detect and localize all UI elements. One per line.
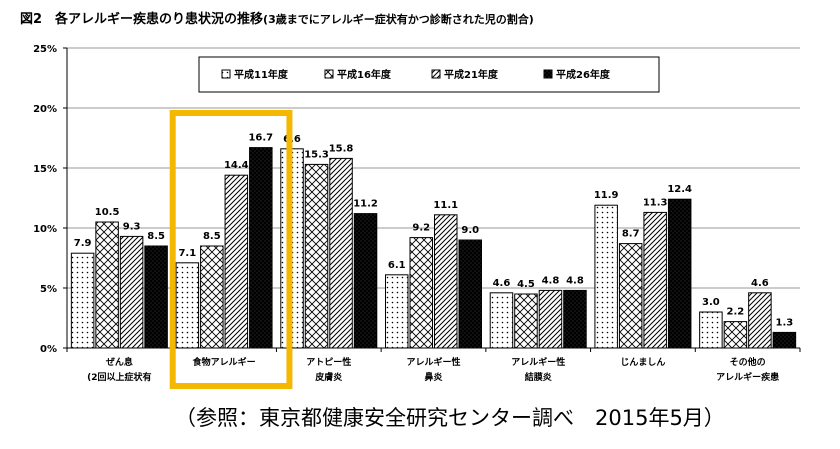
legend-box xyxy=(198,56,660,93)
bar-平成21年度-1 xyxy=(224,174,249,349)
value-label: 15.3 xyxy=(304,149,329,160)
value-label: 11.9 xyxy=(594,190,619,201)
value-label: 4.8 xyxy=(566,275,584,286)
category-label: 食物アレルギー xyxy=(192,356,256,368)
value-label: 11.1 xyxy=(433,200,458,211)
chart-title-main: 図2 各アレルギー疾患のり患状況の推移 xyxy=(20,12,264,27)
legend-swatch xyxy=(221,69,231,79)
value-label: 4.5 xyxy=(517,279,535,290)
chart-title: 図2 各アレルギー疾患のり患状況の推移(3歳までにアレルギー症状有かつ診断された… xyxy=(20,8,534,27)
value-label: 12.4 xyxy=(667,184,692,195)
value-label: 15.8 xyxy=(329,143,354,154)
y-tick-label: 15% xyxy=(33,164,57,175)
category-label: ぜん息 xyxy=(106,356,133,368)
y-tick-label: 0% xyxy=(40,344,57,355)
value-label: 9.2 xyxy=(412,223,430,234)
category-label: 結膜炎 xyxy=(525,371,552,383)
value-label: 16.7 xyxy=(248,133,273,144)
source-note: （参照：東京都健康安全研究センター調べ 2015年5月） xyxy=(175,406,725,430)
value-label: 1.3 xyxy=(776,317,794,328)
value-label: 3.0 xyxy=(702,297,720,308)
bar-平成11年度-3 xyxy=(385,274,409,349)
category-label: 皮膚炎 xyxy=(314,371,342,383)
legend-label: 平成11年度 xyxy=(234,68,289,81)
bar-平成26年度-2 xyxy=(353,213,378,349)
category-label: じんましん xyxy=(620,357,665,368)
y-tick-label: 25% xyxy=(33,44,57,55)
legend-label: 平成26年度 xyxy=(556,68,611,81)
category-label: アレルギー性 xyxy=(511,356,565,368)
y-tick-label: 20% xyxy=(33,104,57,115)
bar-平成21年度-2 xyxy=(329,157,353,349)
bar-平成16年度-1 xyxy=(200,245,224,349)
value-label: 4.6 xyxy=(493,278,511,289)
category-label: アレルギー性 xyxy=(406,356,460,368)
bar-平成16年度-0 xyxy=(95,221,119,349)
category-label: アトピー性 xyxy=(306,356,351,368)
value-label: 2.2 xyxy=(727,307,745,318)
bar-平成26年度-4 xyxy=(563,289,587,349)
bar-平成26年度-3 xyxy=(458,239,482,349)
bar-平成11年度-5 xyxy=(594,204,618,349)
bar-平成16年度-6 xyxy=(723,321,748,349)
value-label: 8.7 xyxy=(622,229,640,240)
category-label: (2回以上症状有 xyxy=(87,371,151,383)
value-label: 9.0 xyxy=(461,225,479,236)
y-tick-label: 10% xyxy=(33,224,57,235)
value-label: 7.1 xyxy=(178,248,196,259)
bar-平成26年度-0 xyxy=(144,245,168,349)
value-label: 11.2 xyxy=(353,199,378,210)
category-label: アレルギー疾患 xyxy=(716,371,779,383)
value-label: 7.9 xyxy=(74,238,92,249)
legend-swatch xyxy=(543,69,553,79)
legend-swatch xyxy=(324,69,334,79)
bar-平成26年度-1 xyxy=(249,147,273,349)
bar-平成26年度-6 xyxy=(772,331,797,349)
bar-平成11年度-1 xyxy=(175,262,200,349)
legend: 平成11年度 平成16年度 平成21年度 平成26年度 xyxy=(198,56,660,93)
value-label: 14.4 xyxy=(224,160,249,171)
bar-平成11年度-0 xyxy=(70,252,95,349)
legend-swatch xyxy=(431,69,441,79)
value-label: 9.3 xyxy=(123,221,141,232)
bar-平成16年度-2 xyxy=(304,163,329,349)
bar-平成26年度-5 xyxy=(667,198,692,349)
value-label: 8.5 xyxy=(147,231,165,242)
legend-label: 平成16年度 xyxy=(337,68,392,81)
bar-平成21年度-6 xyxy=(748,292,772,349)
bar-chart: 0%5%10%15%20%25% 7.97.16.66.14.611.93.01… xyxy=(33,44,801,389)
category-label: 鼻炎 xyxy=(424,371,442,383)
legend-label: 平成21年度 xyxy=(444,68,499,81)
bar-平成21年度-4 xyxy=(538,289,563,349)
value-label: 10.5 xyxy=(95,207,120,218)
y-axis-ticks: 0% 5% 10% 15% 20% 25% xyxy=(33,44,67,355)
chart-title-sub: (3歳までにアレルギー症状有かつ診断された児の割合) xyxy=(263,13,534,26)
value-labels: 7.97.16.66.14.611.93.010.58.515.39.24.58… xyxy=(74,133,794,329)
bar-平成21年度-0 xyxy=(119,235,144,349)
highlight-box xyxy=(169,110,293,389)
bar-平成16年度-5 xyxy=(618,243,643,349)
category-label: その他の xyxy=(730,356,766,368)
bar-平成11年度-6 xyxy=(699,311,723,349)
bar-平成16年度-3 xyxy=(409,237,433,349)
bar-平成11年度-4 xyxy=(489,292,514,349)
value-label: 4.6 xyxy=(751,278,769,289)
value-label: 11.3 xyxy=(643,197,668,208)
bar-平成21年度-3 xyxy=(434,214,458,349)
y-tick-label: 5% xyxy=(40,284,57,295)
bar-平成21年度-5 xyxy=(643,211,667,349)
value-label: 8.5 xyxy=(203,231,221,242)
bar-平成16年度-4 xyxy=(514,293,538,349)
value-label: 4.8 xyxy=(542,275,560,286)
highlight-rectangle xyxy=(169,110,293,389)
value-label: 6.1 xyxy=(388,260,406,271)
